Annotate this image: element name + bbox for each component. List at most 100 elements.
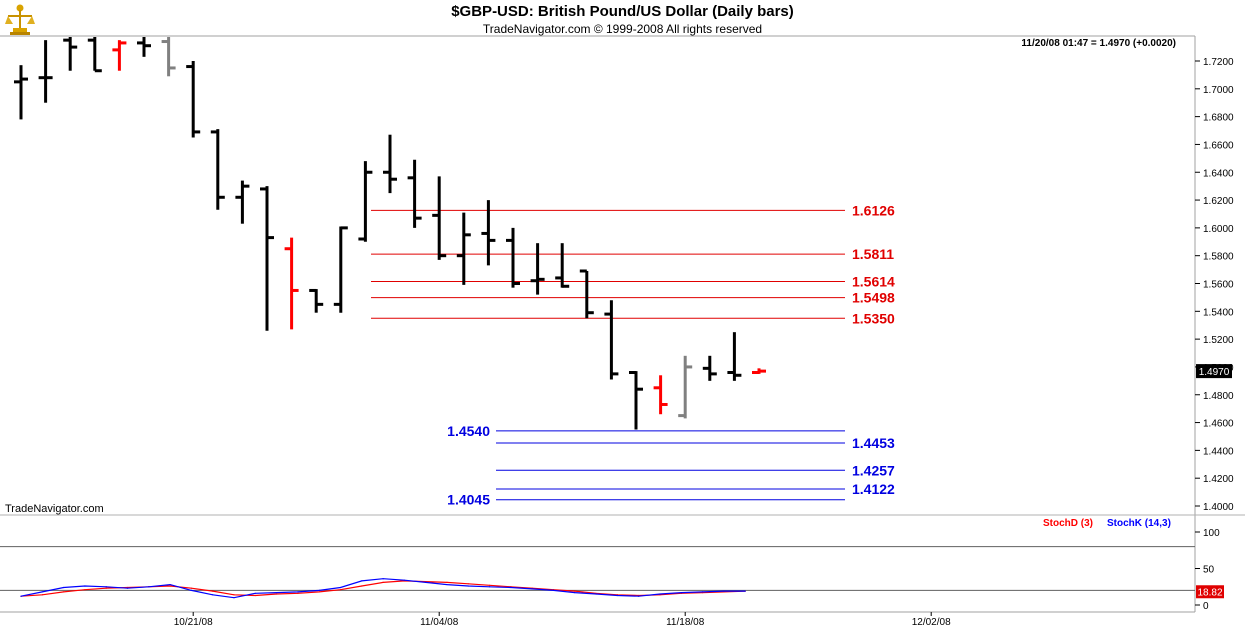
stoch-point — [425, 581, 427, 583]
stoch-point — [318, 589, 320, 592]
resistance-label: 1.6126 — [852, 202, 895, 218]
ohlc-bar — [456, 212, 471, 285]
stoch-point — [595, 593, 597, 595]
stoch-point — [63, 586, 65, 589]
stoch-point — [339, 589, 342, 591]
stoch-point — [574, 591, 576, 594]
last-price-label: 1.4970 — [1199, 367, 1230, 378]
ohlc-bar — [481, 200, 496, 266]
stoch-point — [339, 586, 342, 589]
stoch-point — [702, 591, 704, 593]
ohlc-bar — [555, 243, 570, 288]
stoch-point — [680, 591, 682, 594]
price-y-tick-label: 1.6800 — [1203, 113, 1234, 124]
stoch-point — [190, 587, 192, 589]
ohlc-bar — [530, 243, 545, 295]
price-y-tick-label: 1.5600 — [1203, 280, 1234, 291]
stoch-point — [126, 587, 129, 589]
resistance-label: 1.5614 — [852, 274, 895, 290]
ohlc-bar — [407, 159, 422, 228]
price-y-tick-label: 1.6400 — [1203, 168, 1234, 179]
stochastic-lines — [20, 578, 746, 599]
stoch-point — [467, 585, 469, 587]
date-x-axis: 10/21/08 11/04/08 11/18/08 12/02/08 — [174, 612, 951, 628]
stoch-point — [169, 585, 171, 587]
ohlc-bar — [333, 226, 348, 313]
ohlc-bar — [210, 129, 225, 210]
resistance-label: 1.5350 — [852, 310, 895, 326]
stoch-point — [233, 594, 235, 596]
stoch-point — [403, 579, 405, 581]
ohlc-bars — [14, 37, 766, 430]
price-y-tick-label: 1.6600 — [1203, 140, 1234, 151]
stoch-y-tick-label: 100 — [1203, 528, 1220, 539]
stoch-y-axis: 100 50 0 18.82 — [0, 528, 1224, 612]
stoch-point — [318, 591, 320, 593]
ohlc-bar — [186, 61, 201, 138]
price-y-tick-label: 1.7000 — [1203, 85, 1234, 96]
stoch-point — [84, 585, 86, 587]
stoch-point — [105, 587, 107, 589]
price-y-tick-label: 1.4200 — [1203, 474, 1234, 485]
stoch-point — [446, 583, 448, 586]
stoch-point — [148, 586, 150, 588]
ohlc-bar — [752, 368, 766, 374]
support-label: 1.4453 — [852, 435, 895, 451]
copyright-text: TradeNavigator.com © 1999-2008 All right… — [482, 22, 763, 36]
stoch-point — [254, 594, 256, 597]
ohlc-bar — [284, 237, 299, 330]
ohlc-bar — [358, 161, 373, 242]
support-label: 1.4122 — [852, 481, 895, 497]
stoch-point — [574, 590, 576, 592]
ohlc-bar — [161, 37, 176, 77]
stoch-point — [41, 594, 43, 596]
last-price-marker: 1.4970 — [1196, 364, 1232, 379]
stoch-point — [254, 592, 256, 594]
stoch-point — [212, 594, 214, 596]
stoch-point — [233, 597, 235, 599]
quote-readout: 11/20/08 01:47 = 1.4970 (+0.0020) — [1021, 38, 1176, 49]
stoch-point — [616, 594, 619, 597]
tradenavigator-logo-icon — [5, 4, 35, 35]
ohlc-bar — [678, 355, 693, 419]
ohlc-bar — [63, 37, 78, 71]
support-label: 1.4540 — [447, 423, 490, 439]
ohlc-bar — [235, 180, 250, 224]
stoch-point — [510, 586, 512, 589]
ohlc-bar — [309, 288, 324, 313]
price-y-tick-label: 1.6200 — [1203, 196, 1234, 207]
last-price-box — [1196, 364, 1232, 379]
price-y-tick-label: 1.4400 — [1203, 446, 1234, 457]
stoch-point — [20, 595, 22, 597]
stoch-last-value-box — [1196, 585, 1224, 599]
support-label: 1.4257 — [852, 462, 895, 478]
price-y-tick-label: 1.7200 — [1203, 57, 1234, 68]
stoch-point — [276, 593, 278, 595]
ohlc-bar — [579, 269, 594, 319]
ohlc-bar — [38, 40, 53, 103]
stoch-point — [169, 583, 171, 586]
stoch-point — [659, 593, 661, 595]
ohlc-bar — [260, 186, 274, 331]
ohlc-bar — [87, 37, 102, 73]
stoch-point — [723, 590, 725, 592]
stoch-legend-label: StochD (3) — [1043, 518, 1093, 529]
ohlc-bar — [629, 371, 643, 430]
stoch-point — [105, 586, 107, 588]
stoch-point — [489, 586, 491, 588]
stoch-point — [382, 578, 384, 580]
price-y-tick-label: 1.4800 — [1203, 391, 1234, 402]
stoch-legend-label: StochK (14,3) — [1107, 518, 1171, 529]
support-label: 1.4045 — [447, 492, 490, 508]
ohlc-bar — [702, 355, 717, 381]
ohlc-bar — [653, 375, 668, 415]
watermark-text: TradeNavigator.com — [5, 503, 104, 515]
price-y-tick-label: 1.5400 — [1203, 307, 1234, 318]
stoch-point — [297, 592, 299, 594]
stoch-point — [552, 589, 555, 592]
price-y-axis: 1.7200 1.7000 1.6800 1.6600 1.6400 1.6200 1.60… — [1195, 57, 1234, 513]
stoch-point — [63, 591, 65, 593]
stoch-point — [84, 589, 86, 591]
